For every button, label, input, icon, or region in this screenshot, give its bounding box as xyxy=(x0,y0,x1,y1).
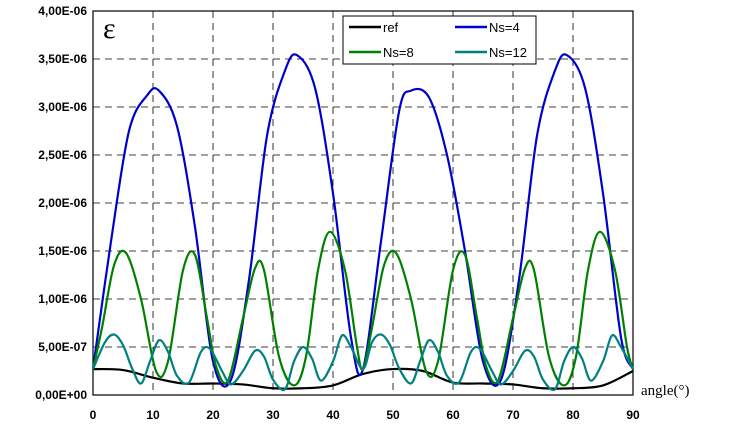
x-tick-label: 30 xyxy=(266,408,280,422)
legend-box xyxy=(342,15,537,65)
y-tick-label: 4,00E-06 xyxy=(38,4,87,18)
x-tick-label: 60 xyxy=(446,408,460,422)
y-axis-tick-labels: 0,00E+00 5,00E-07 1,00E-06 1,50E-06 2,00E-06… xyxy=(35,4,87,402)
x-tick-label: 70 xyxy=(506,408,520,422)
y-tick-label: 0,00E+00 xyxy=(35,388,87,402)
series-line-ns-12 xyxy=(91,333,634,392)
y-tick-label: 1,00E-06 xyxy=(38,292,87,306)
y-tick-label: 1,50E-06 xyxy=(38,244,87,258)
legend: ref Ns=4 Ns=8 Ns=12 xyxy=(342,15,537,65)
y-tick-label: 3,50E-06 xyxy=(38,52,87,66)
y-tick-label: 3,00E-06 xyxy=(38,100,87,114)
x-tick-label: 50 xyxy=(386,408,400,422)
y-tick-label: 2,00E-06 xyxy=(38,196,87,210)
y-axis-title: ε xyxy=(103,12,116,45)
x-axis-title: angle(°) xyxy=(641,383,689,399)
plot-area-frame xyxy=(92,10,634,396)
series-lines xyxy=(91,53,635,392)
legend-label: Ns=8 xyxy=(383,45,414,60)
x-tick-label: 40 xyxy=(326,408,340,422)
x-axis-tick-labels: 0 10 20 30 40 50 60 70 80 90 xyxy=(90,408,640,422)
x-tick-label: 80 xyxy=(566,408,580,422)
series-line-ns-8 xyxy=(91,230,635,387)
y-tick-label: 2,50E-06 xyxy=(38,148,87,162)
x-tick-label: 20 xyxy=(206,408,220,422)
x-tick-label: 90 xyxy=(626,408,640,422)
x-tick-label: 0 xyxy=(90,408,97,422)
x-tick-label: 10 xyxy=(146,408,160,422)
legend-label: ref xyxy=(383,20,399,35)
gridlines xyxy=(93,11,633,395)
legend-label: Ns=4 xyxy=(489,20,520,35)
y-tick-label: 5,00E-07 xyxy=(38,340,87,354)
series-line-ns-4 xyxy=(91,53,635,388)
legend-label: Ns=12 xyxy=(489,45,527,60)
